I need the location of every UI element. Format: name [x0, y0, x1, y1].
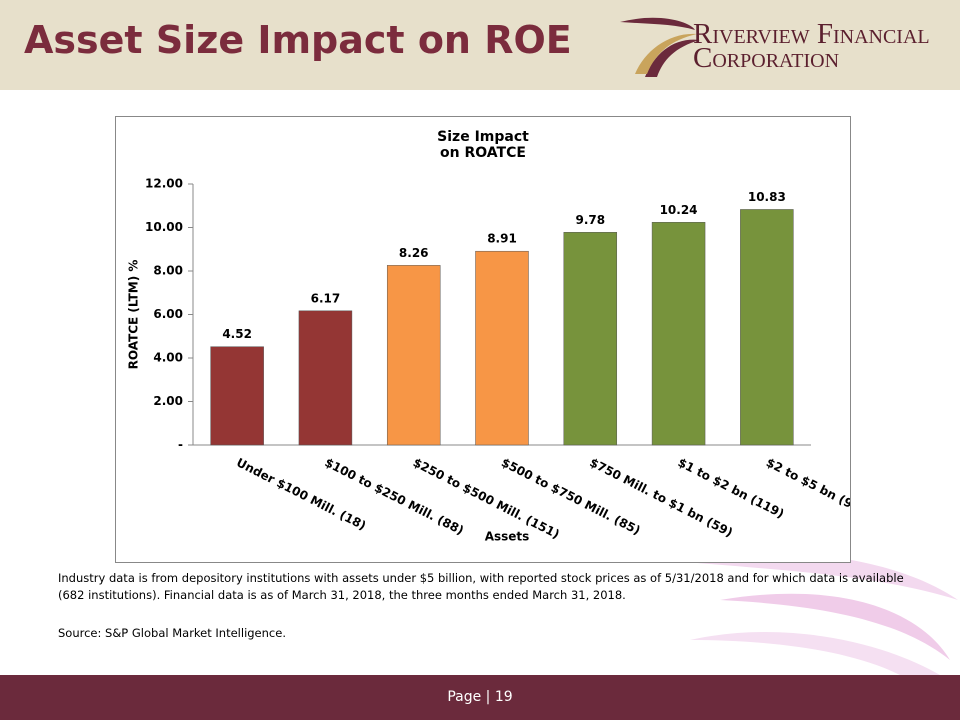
logo-text: Riverview Financial	[693, 18, 930, 50]
logo-mark	[620, 17, 700, 77]
bar	[563, 232, 618, 446]
x-tick-label: $750 Mill. to $1 bn (59)	[587, 455, 735, 539]
swoosh	[690, 632, 940, 675]
value-label: 6.17	[311, 291, 341, 305]
value-label: 10.83	[748, 190, 786, 204]
bar	[298, 310, 353, 446]
value-label: 4.52	[222, 327, 252, 341]
chart-title: Size Impact on ROATCE	[437, 129, 529, 161]
value-label: 8.26	[399, 246, 429, 260]
bar	[210, 346, 264, 446]
chart: - 2.00 4.00 6.00 8.00 10.00 12.00 ROATCE (LTM) …	[127, 177, 851, 544]
x-tick-label: $100 to $250 Mill. (88)	[322, 455, 466, 537]
swoosh	[720, 593, 950, 660]
y-tick-label: 8.00	[153, 264, 183, 278]
y-tick-label: 4.00	[153, 351, 183, 365]
source: Source: S&P Global Market Intelligence.	[58, 626, 286, 640]
footer: Page | 19	[0, 675, 960, 720]
value-label: 8.91	[487, 232, 517, 246]
slide-title: Asset Size Impact on ROE	[24, 18, 572, 62]
logo-text: Corporation	[693, 42, 840, 74]
x-tick-label: $500 to $750 Mill. (85)	[499, 455, 643, 537]
y-tick-label: 12.00	[145, 177, 183, 191]
y-tick-label: -	[178, 438, 183, 452]
x-axis-label: Assets	[485, 530, 530, 544]
bar	[740, 209, 794, 446]
footnote: Industry data is from depository institu…	[58, 571, 904, 602]
bar	[386, 265, 441, 446]
value-label: 9.78	[575, 213, 605, 227]
y-tick-label: 2.00	[153, 394, 183, 408]
bar	[475, 250, 529, 446]
y-axis-label: ROATCE (LTM) %	[127, 260, 141, 370]
y-tick-label: 10.00	[145, 220, 183, 234]
y-tick-label: 6.00	[153, 307, 183, 321]
bar	[651, 222, 706, 446]
value-label: 10.24	[660, 203, 698, 217]
chart-area: Size Impact on ROATCE - 2.00 4.00 6.00 8.00 1…	[115, 116, 851, 563]
swoosh	[660, 552, 958, 600]
header: Asset Size Impact on ROE Riverview Finan…	[0, 0, 960, 90]
